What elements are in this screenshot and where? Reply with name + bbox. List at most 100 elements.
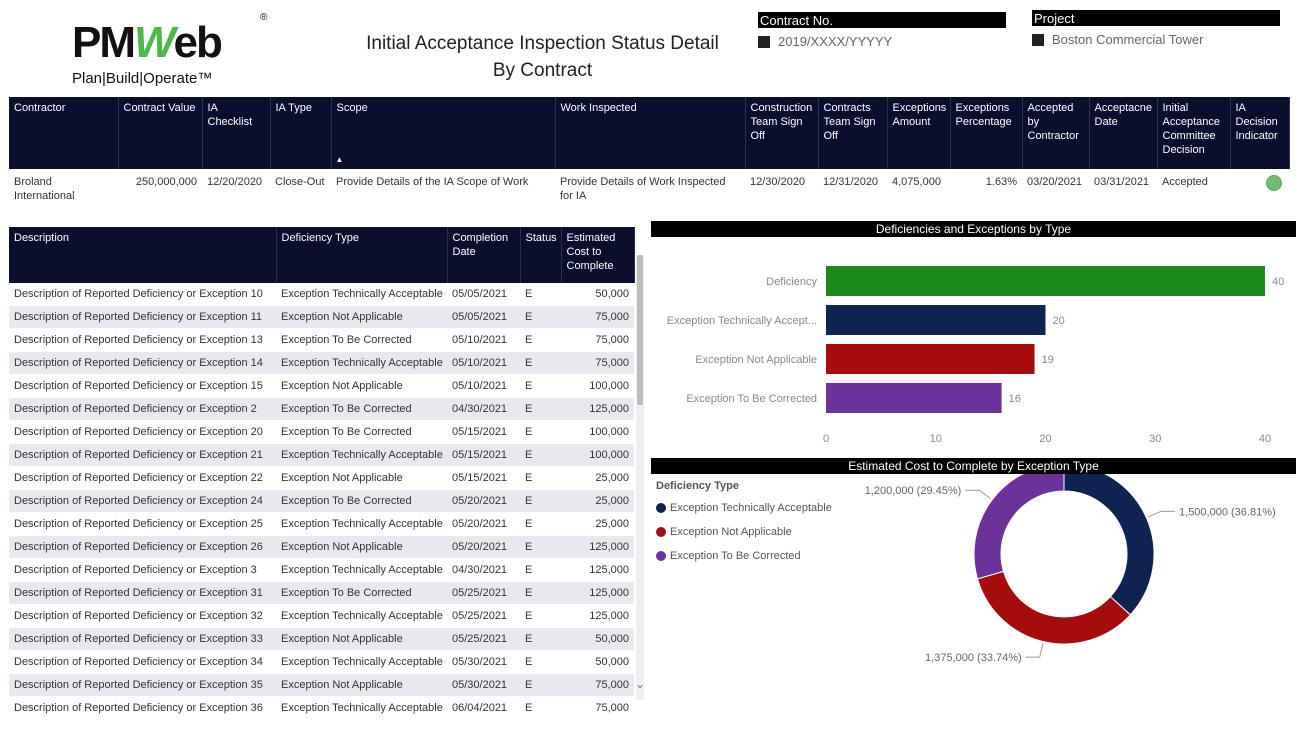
table-row[interactable]: Description of Reported Deficiency or Ex… bbox=[9, 305, 634, 329]
bar-0 bbox=[826, 266, 1265, 296]
donut-data-label: 1,375,000 (33.74%) bbox=[925, 652, 1022, 664]
cell-ia-type: Close-Out bbox=[275, 176, 325, 188]
table-row[interactable]: Description of Reported Deficiency or Ex… bbox=[9, 328, 634, 352]
cell-completion-date: 05/30/2021 bbox=[447, 650, 520, 674]
cell-status: E bbox=[520, 351, 561, 375]
col-header-exceptions-percentage[interactable]: Exceptions Percentage bbox=[950, 97, 1023, 169]
cell-status: E bbox=[520, 512, 561, 536]
legend-item[interactable]: Exception To Be Corrected bbox=[656, 544, 832, 568]
cell-description: Description of Reported Deficiency or Ex… bbox=[9, 443, 276, 467]
table-row[interactable]: Description of Reported Deficiency or Ex… bbox=[9, 627, 634, 651]
col-header-ia-checklist[interactable]: IA Checklist bbox=[202, 97, 271, 169]
checkbox-icon[interactable] bbox=[758, 35, 770, 48]
table-row[interactable]: Description of Reported Deficiency or Ex… bbox=[9, 696, 634, 714]
col-header-scope[interactable]: Scope ▲ bbox=[331, 97, 556, 169]
scrollbar-thumb[interactable] bbox=[637, 255, 643, 405]
cell-contracts-sign-off: 12/31/2020 bbox=[823, 176, 879, 188]
col-header-work-inspected[interactable]: Work Inspected bbox=[555, 97, 746, 169]
col-header-status[interactable]: Status bbox=[520, 227, 562, 283]
table-row[interactable]: Description of Reported Deficiency or Ex… bbox=[9, 558, 634, 582]
deficiencies-bar-chart: Deficiencies and Exceptions by Type Defi… bbox=[651, 221, 1296, 451]
col-header-ia-type[interactable]: IA Type bbox=[270, 97, 332, 169]
col-header-deficiency-type[interactable]: Deficiency Type bbox=[276, 227, 448, 283]
checkbox-icon[interactable] bbox=[1032, 33, 1044, 46]
col-header-description[interactable]: Description bbox=[9, 227, 277, 283]
cell-completion-date: 05/25/2021 bbox=[447, 604, 520, 628]
table-row[interactable]: Description of Reported Deficiency or Ex… bbox=[9, 650, 634, 674]
cell-description: Description of Reported Deficiency or Ex… bbox=[9, 351, 276, 375]
cell-estimated-cost: 125,000 bbox=[561, 397, 634, 421]
table-row[interactable]: Description of Reported Deficiency or Ex… bbox=[9, 351, 634, 375]
col-header-exceptions-amount[interactable]: Exceptions Amount bbox=[887, 97, 951, 169]
col-header-committee-decision[interactable]: Initial Acceptance Committee Decision bbox=[1157, 97, 1231, 169]
legend-title: Deficiency Type bbox=[656, 480, 739, 492]
logo-registered-mark: ® bbox=[260, 12, 268, 23]
contract-slicer-option[interactable]: 2019/XXXX/YYYYY bbox=[758, 34, 1006, 49]
project-slicer-header: Project bbox=[1032, 10, 1280, 26]
vertical-scrollbar[interactable] bbox=[636, 255, 644, 700]
cell-status: E bbox=[520, 581, 561, 605]
cell-description: Description of Reported Deficiency or Ex… bbox=[9, 420, 276, 444]
contract-slicer-value: 2019/XXXX/YYYYY bbox=[778, 34, 893, 49]
cell-committee-decision: Accepted bbox=[1162, 176, 1208, 188]
cell-decision-indicator bbox=[1230, 169, 1289, 207]
table-row[interactable]: Description of Reported Deficiency or Ex… bbox=[9, 535, 634, 559]
cell-estimated-cost: 75,000 bbox=[561, 673, 634, 697]
project-slicer[interactable]: Project Boston Commercial Tower bbox=[1032, 10, 1280, 47]
table-row[interactable]: Description of Reported Deficiency or Ex… bbox=[9, 604, 634, 628]
col-header-decision-indicator[interactable]: IA Decision Indicator bbox=[1230, 97, 1290, 169]
cell-ia-checklist: 12/20/2020 bbox=[207, 176, 263, 188]
table-row[interactable]: Description of Reported Deficiency or Ex… bbox=[9, 581, 634, 605]
table-row[interactable]: Description of Reported Deficiency or Ex… bbox=[9, 374, 634, 398]
legend-item[interactable]: Exception Technically Acceptable bbox=[656, 496, 832, 520]
col-header-contract-value[interactable]: Contract Value bbox=[118, 97, 203, 169]
col-header-contracts-sign-off[interactable]: Contracts Team Sign Off bbox=[818, 97, 888, 169]
table-row[interactable]: Description of Reported Deficiency or Ex… bbox=[9, 512, 634, 536]
project-slicer-option[interactable]: Boston Commercial Tower bbox=[1032, 32, 1280, 47]
scroll-down-icon[interactable]: ⌄ bbox=[635, 677, 645, 691]
col-header-construction-sign-off[interactable]: Construction Team Sign Off bbox=[745, 97, 819, 169]
donut-legend: Deficiency Type Exception Technically Ac… bbox=[656, 480, 832, 568]
logo-pm: PM bbox=[72, 18, 136, 67]
col-header-estimated-cost[interactable]: Estimated Cost to Complete bbox=[561, 227, 635, 283]
cell-completion-date: 05/20/2021 bbox=[447, 512, 520, 536]
col-header-contractor[interactable]: Contractor bbox=[9, 97, 119, 169]
bar-data-label: 19 bbox=[1042, 354, 1054, 366]
table-row[interactable]: Description of Reported Deficiency or Ex… bbox=[9, 397, 634, 421]
table-row[interactable]: Description of Reported Deficiency or Ex… bbox=[9, 443, 634, 467]
cell-estimated-cost: 50,000 bbox=[561, 283, 634, 306]
cell-status: E bbox=[520, 535, 561, 559]
pmweb-logo: PMWeb ® Plan|Build|Operate™ bbox=[72, 10, 272, 90]
cell-deficiency-type: Exception Technically Acceptable bbox=[276, 351, 447, 375]
bar-category-label: Deficiency bbox=[766, 276, 817, 288]
cell-description: Description of Reported Deficiency or Ex… bbox=[9, 558, 276, 582]
bar-1 bbox=[826, 305, 1046, 335]
cell-status: E bbox=[520, 489, 561, 513]
cell-completion-date: 05/10/2021 bbox=[447, 374, 520, 398]
cell-status: E bbox=[520, 650, 561, 674]
cell-description: Description of Reported Deficiency or Ex… bbox=[9, 650, 276, 674]
cell-completion-date: 05/30/2021 bbox=[447, 673, 520, 697]
cell-deficiency-type: Exception Technically Acceptable bbox=[276, 650, 447, 674]
cell-deficiency-type: Exception To Be Corrected bbox=[276, 581, 447, 605]
col-header-completion-date[interactable]: Completion Date bbox=[447, 227, 521, 283]
cell-description: Description of Reported Deficiency or Ex… bbox=[9, 489, 276, 513]
cell-completion-date: 05/15/2021 bbox=[447, 443, 520, 467]
cell-estimated-cost: 125,000 bbox=[561, 558, 634, 582]
table-row[interactable]: Broland International 250,000,000 12/20/… bbox=[9, 169, 1289, 207]
cell-estimated-cost: 75,000 bbox=[561, 351, 634, 375]
legend-item[interactable]: Exception Not Applicable bbox=[656, 520, 832, 544]
bar-chart-svg: Deficiency 40 Exception Technically Accept… bbox=[667, 266, 1284, 445]
sort-ascending-icon[interactable]: ▲ bbox=[335, 155, 344, 164]
cell-completion-date: 05/25/2021 bbox=[447, 627, 520, 651]
table-row[interactable]: Description of Reported Deficiency or Ex… bbox=[9, 466, 634, 490]
contract-slicer[interactable]: Contract No. 2019/XXXX/YYYYY bbox=[758, 12, 1006, 49]
donut-slice-2 bbox=[973, 474, 1065, 580]
col-header-acceptance-date[interactable]: Acceptacne Date bbox=[1089, 97, 1158, 169]
table-row[interactable]: Description of Reported Deficiency or Ex… bbox=[9, 489, 634, 513]
table-row[interactable]: Description of Reported Deficiency or Ex… bbox=[9, 673, 634, 697]
table-row[interactable]: Description of Reported Deficiency or Ex… bbox=[9, 283, 634, 306]
table-row[interactable]: Description of Reported Deficiency or Ex… bbox=[9, 420, 634, 444]
col-header-accepted-by-contractor[interactable]: Accepted by Contractor bbox=[1022, 97, 1090, 169]
bar-category-label: Exception To Be Corrected bbox=[686, 393, 817, 405]
